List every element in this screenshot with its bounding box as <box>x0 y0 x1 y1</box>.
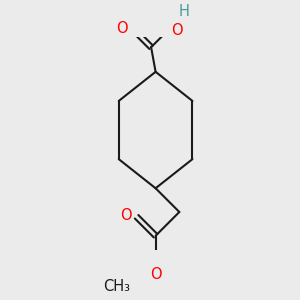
Text: O: O <box>171 23 183 38</box>
Text: H: H <box>179 4 190 19</box>
Text: O: O <box>121 208 132 223</box>
Text: O: O <box>150 267 161 282</box>
Text: CH₃: CH₃ <box>103 279 130 294</box>
Text: O: O <box>116 21 128 36</box>
